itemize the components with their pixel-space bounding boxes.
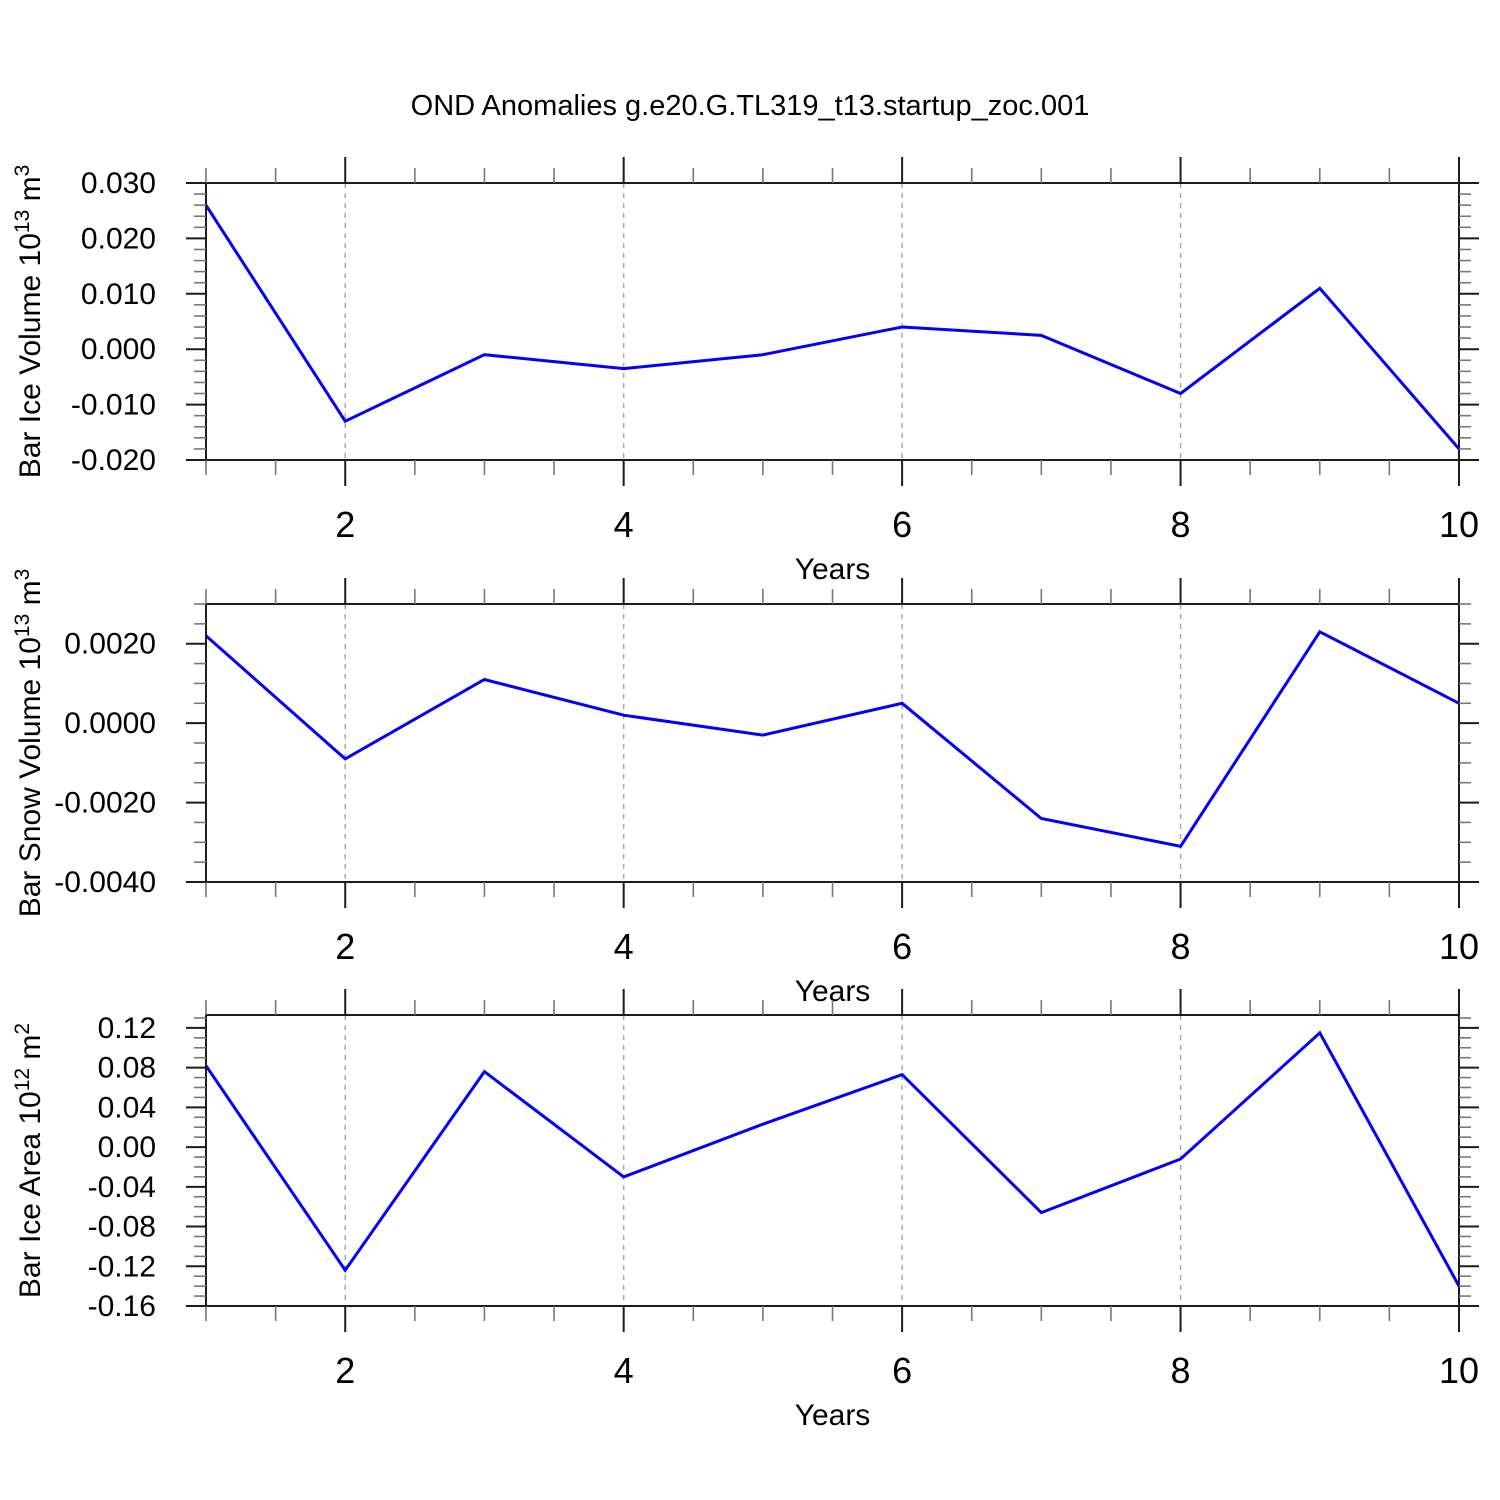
plot-box — [205, 1014, 1460, 1307]
x-tick-label: 8 — [1171, 1350, 1191, 1391]
y-tick-label: -0.12 — [88, 1250, 156, 1283]
x-tick-label: 4 — [614, 504, 634, 545]
x-tick-label: 10 — [1439, 926, 1479, 967]
y-tick-label: -0.020 — [71, 444, 156, 477]
x-tick-label: 6 — [892, 926, 912, 967]
x-tick-label: 8 — [1171, 504, 1191, 545]
y-tick-label: 0.030 — [81, 167, 156, 200]
x-tick-label: 6 — [892, 1350, 912, 1391]
x-tick-label: 10 — [1439, 1350, 1479, 1391]
y-tick-label: 0.000 — [81, 333, 156, 366]
y-tick-label: 0.08 — [98, 1052, 156, 1085]
y-tick-label: -0.16 — [88, 1290, 156, 1323]
y-axis-label: Bar Snow Volume 1013 m3 — [11, 569, 47, 918]
y-tick-label: 0.04 — [98, 1091, 156, 1124]
y-tick-label: 0.00 — [98, 1131, 156, 1164]
x-tick-label: 10 — [1439, 504, 1479, 545]
x-tick-label: 4 — [614, 1350, 634, 1391]
y-tick-label: -0.010 — [71, 389, 156, 422]
subplot-3: 0.12 0.08 0.04 0.00 -0.04 -0.08 -0.12 -0.16 2 4 6 8… — [11, 989, 1479, 1432]
x-axis-label: Years — [795, 1399, 871, 1432]
y-tick-label: 0.0020 — [64, 628, 156, 661]
y-tick-label: -0.0040 — [54, 866, 156, 899]
y-tick-label: 0.12 — [98, 1012, 156, 1045]
y-tick-label: 0.0000 — [64, 707, 156, 740]
x-tick-label: 2 — [335, 504, 355, 545]
plot-box — [205, 182, 1460, 461]
subplot-1: 0.030 0.020 0.010 0.000 -0.010 -0.020 2 4 6 8 10 Ye… — [11, 157, 1479, 586]
y-tick-label: 0.010 — [81, 278, 156, 311]
data-line — [204, 204, 1461, 450]
chart-title: OND Anomalies g.e20.G.TL319_t13.startup_… — [410, 90, 1090, 122]
y-tick-label: -0.08 — [88, 1211, 156, 1244]
y-tick-label: -0.0020 — [54, 787, 156, 820]
y-tick-label: 0.020 — [81, 222, 156, 255]
x-tick-label: 4 — [614, 926, 634, 967]
x-tick-label: 2 — [335, 1350, 355, 1391]
plot-box — [205, 603, 1460, 883]
y-tick-label: -0.04 — [88, 1171, 156, 1204]
x-tick-label: 6 — [892, 504, 912, 545]
x-tick-label: 8 — [1171, 926, 1191, 967]
data-line — [205, 629, 1460, 848]
y-axis-label: Bar Ice Volume 1013 m3 — [11, 165, 47, 479]
y-axis-label: Bar Ice Area 1012 m2 — [11, 1023, 47, 1298]
x-axis-label: Years — [795, 553, 871, 586]
data-line — [204, 1030, 1461, 1287]
x-tick-label: 2 — [335, 926, 355, 967]
